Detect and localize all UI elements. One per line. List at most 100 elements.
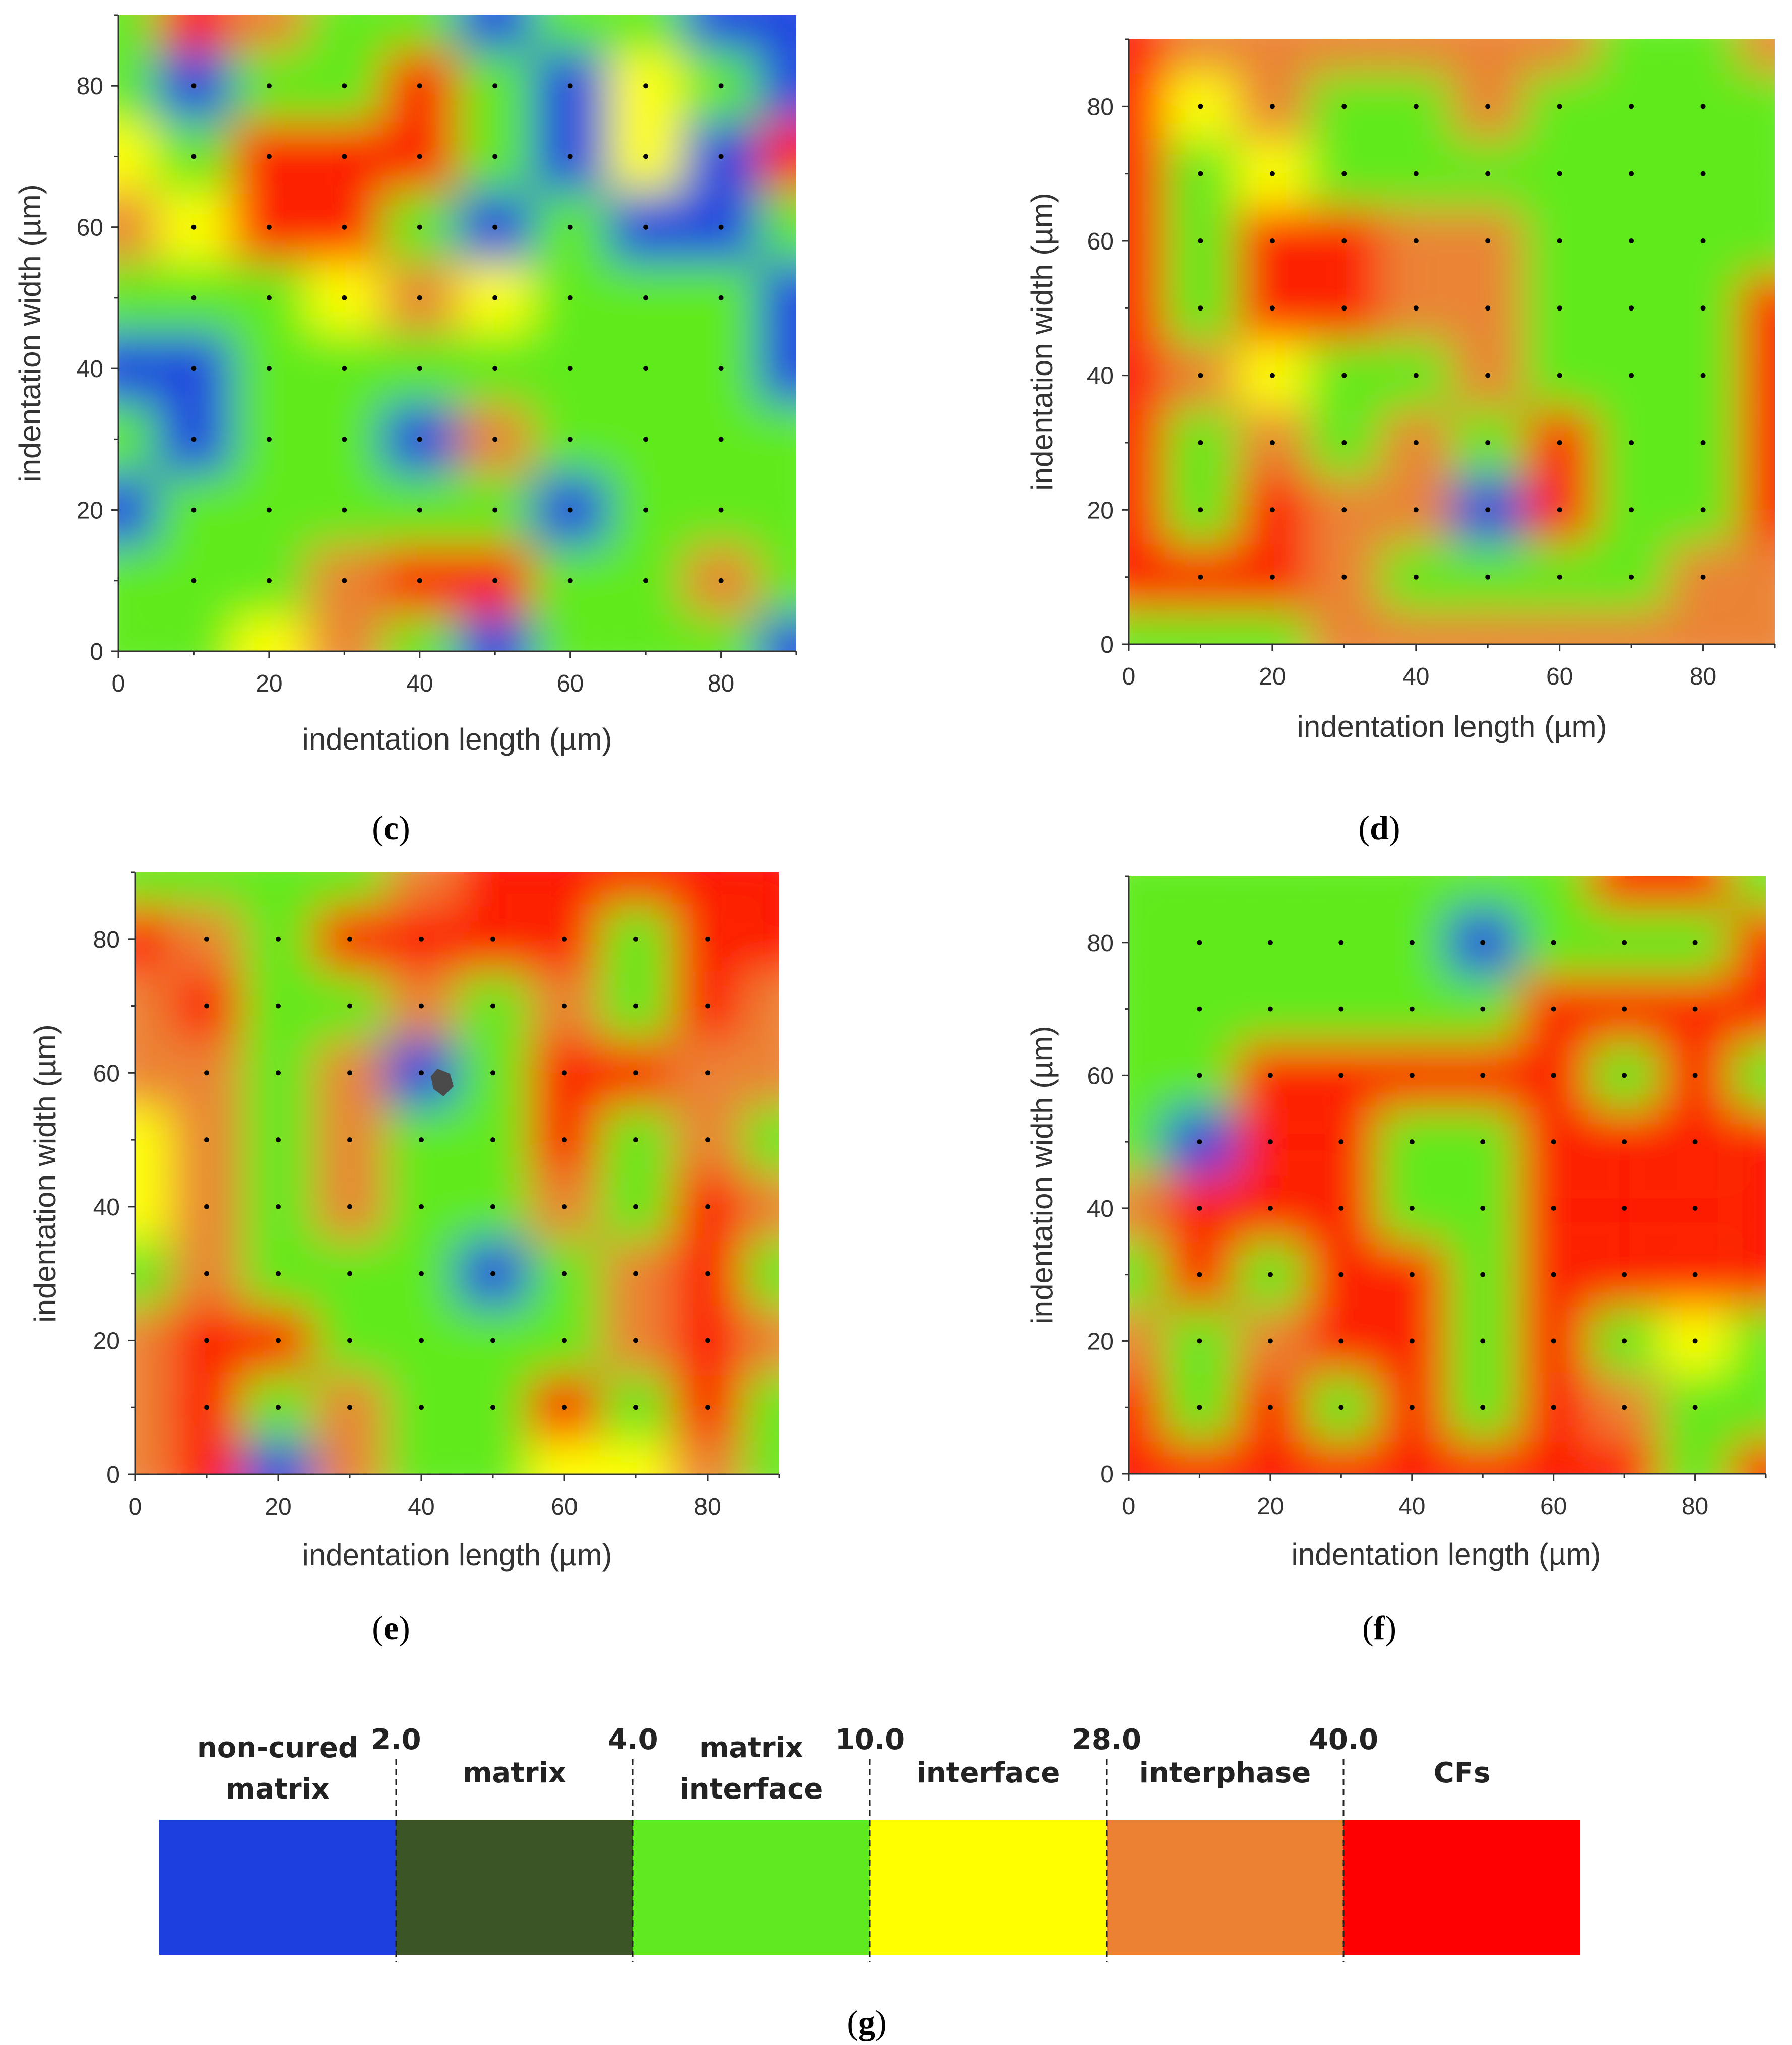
indent-point (1267, 1073, 1273, 1078)
legend-label: matrix (463, 1757, 566, 1789)
heat-cell (135, 972, 171, 1039)
indent-point (1622, 1006, 1627, 1012)
legend-label: CFs (1434, 1757, 1491, 1789)
indent-point (1198, 507, 1203, 513)
indent-point (347, 1338, 352, 1343)
y-axis-label-d: indentation width (µm) (1025, 193, 1059, 491)
heat-cell (759, 333, 796, 404)
legend-threshold: 4.0 (608, 1723, 658, 1756)
indent-point (204, 1338, 209, 1343)
indent-point (276, 1137, 281, 1143)
heat-cell (386, 872, 457, 905)
indent-point (1341, 238, 1347, 243)
legend-label: matrix (699, 1731, 803, 1764)
indent-point (1629, 104, 1634, 109)
indent-point (419, 1271, 424, 1276)
legend-labels: non-cured matrix matrix matrix interface inte… (197, 1731, 1490, 1806)
indent-point (1692, 1139, 1698, 1145)
indent-point (419, 1003, 424, 1009)
heat-cell (743, 1173, 779, 1240)
indent-point (419, 1070, 424, 1076)
heat-cell (1660, 876, 1730, 909)
heat-cell (118, 616, 156, 651)
indent-point (718, 295, 724, 300)
indent-point (1413, 104, 1419, 109)
indent-point (1413, 440, 1419, 445)
legend-label: matrix (226, 1773, 330, 1806)
indent-point (718, 507, 724, 513)
indent-point (562, 1405, 567, 1410)
indent-point (1267, 1006, 1273, 1012)
x-tick-label: 80 (1690, 663, 1716, 690)
indent-point (1269, 373, 1275, 378)
dark-spot-marker (431, 1069, 454, 1096)
legend-segment (1107, 1820, 1343, 1955)
indent-point (1485, 305, 1491, 311)
indent-point (562, 1003, 567, 1009)
legend-threshold: 40.0 (1309, 1723, 1378, 1756)
y-axis-label-c: indentation width (µm) (13, 184, 47, 482)
heat-cell (1731, 1108, 1766, 1175)
indent-point (567, 154, 573, 159)
panel-g-legend: 2.0 4.0 10.0 28.0 40.0 non-cured matrix matrix… (159, 1723, 1580, 2041)
heatmap-cells-c (118, 15, 796, 651)
indent-point (1629, 171, 1634, 176)
heat-cell (683, 616, 758, 651)
indent-point (1485, 373, 1491, 378)
heat-cell (672, 872, 743, 905)
indent-point (562, 1271, 567, 1276)
indent-point (1198, 171, 1203, 176)
heat-cell (743, 1441, 779, 1474)
indent-point (1267, 1139, 1273, 1145)
indent-point (562, 936, 567, 942)
indent-point (1197, 1073, 1202, 1078)
indent-point (204, 1204, 209, 1209)
heat-cell (1447, 876, 1518, 909)
indent-point (1198, 305, 1203, 311)
indent-point (1485, 238, 1491, 243)
indent-point (1557, 171, 1562, 176)
indent-point (347, 936, 352, 942)
y-tick-label: 0 (90, 639, 103, 665)
indent-point (347, 1271, 352, 1276)
heat-cell (135, 1106, 171, 1173)
heat-cell (1660, 1441, 1730, 1474)
heat-cell (1739, 39, 1775, 73)
indent-point (342, 507, 347, 513)
indent-point (1629, 507, 1634, 513)
indent-point (1629, 574, 1634, 580)
indent-point (1622, 1338, 1627, 1344)
heat-cell (743, 906, 779, 972)
heat-cell (759, 15, 796, 50)
heatmap-bg-d (1129, 39, 1775, 644)
indent-point (1198, 104, 1203, 109)
indent-point (1338, 1006, 1344, 1012)
y-tick-label: 80 (93, 926, 120, 953)
heat-cell (743, 872, 779, 905)
indent-point (1485, 507, 1491, 513)
indent-point (705, 936, 710, 942)
heat-cell (533, 15, 608, 50)
heat-cell (1595, 39, 1667, 73)
indent-point (705, 1137, 710, 1143)
heat-cell (759, 50, 796, 121)
x-axis-label-e: indentation length (µm) (302, 1538, 612, 1572)
y-tick-label: 20 (1087, 497, 1114, 524)
indent-point (1480, 1073, 1486, 1078)
indent-point (718, 366, 724, 371)
indent-point (492, 366, 498, 371)
indent-point (718, 224, 724, 230)
heat-cell (743, 1039, 779, 1106)
indent-point (1551, 1272, 1556, 1277)
indent-point (419, 936, 424, 942)
indent-point (1557, 305, 1562, 311)
indent-point (1269, 238, 1275, 243)
indent-point (191, 437, 197, 442)
x-tick-label: 0 (129, 1494, 142, 1520)
heat-cell (135, 1039, 171, 1106)
indent-point (633, 1338, 638, 1343)
indent-point (490, 1137, 495, 1143)
indent-point (1413, 305, 1419, 311)
heat-cell (386, 1441, 457, 1474)
indent-point (1269, 574, 1275, 580)
